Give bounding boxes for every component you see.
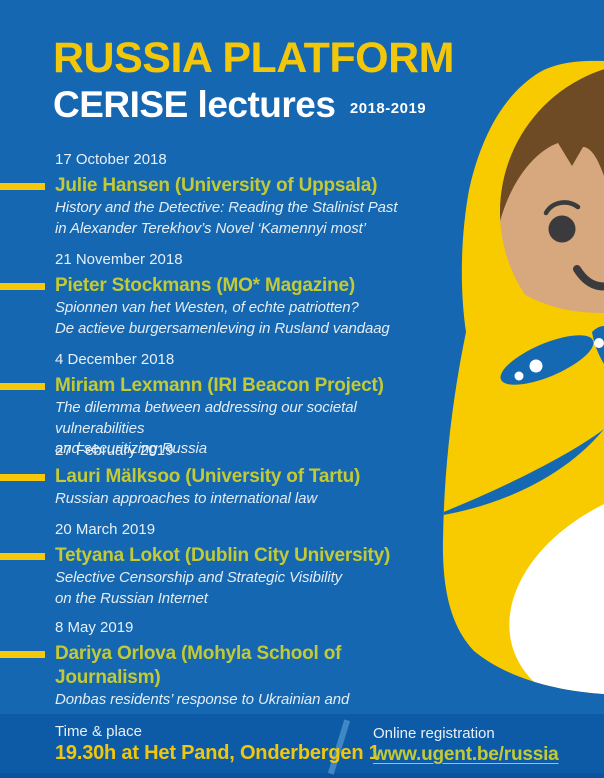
lecture-speaker: Julie Hansen (University of Uppsala) — [55, 175, 378, 196]
speaker-accent-bar — [0, 283, 45, 290]
footer-band — [0, 714, 604, 778]
doll-belly — [509, 479, 604, 695]
speaker-accent-bar — [0, 553, 45, 560]
poster-subtitle-row: CERISE lectures 2018-2019 — [53, 84, 426, 126]
speaker-accent-bar — [0, 651, 45, 658]
lecture-date: 4 December 2018 — [55, 351, 175, 368]
registration-url-link[interactable]: www.ugent.be/russia — [373, 744, 559, 765]
speaker-accent-bar — [0, 474, 45, 481]
lecture-date: 8 May 2019 — [55, 619, 134, 636]
lecture-speaker: Miriam Lexmann (IRI Beacon Project) — [55, 375, 384, 396]
lecture-date: 27 February 2019 — [55, 442, 174, 459]
lecture-speaker: Dariya Orlova (Mohyla School of Journali… — [55, 643, 342, 688]
footer-bottom-strip — [0, 773, 604, 778]
lecture-description-line: The dilemma between addressing our socie… — [55, 399, 357, 437]
doll-body — [442, 60, 604, 695]
lecture-date: 21 November 2018 — [55, 251, 183, 268]
doll-knot-dot — [594, 338, 604, 348]
lecture-description-line: on the Russian Internet — [55, 589, 208, 607]
poster-subtitle: CERISE lectures — [53, 84, 336, 125]
time-place-label: Time & place — [55, 723, 142, 740]
doll-knot-dot — [514, 371, 524, 381]
lecture-entry: 27 February 2019 Lauri Mälksoo (Universi… — [0, 441, 435, 510]
registration-label: Online registration — [373, 725, 495, 742]
lecture-date: 20 March 2019 — [55, 521, 156, 538]
doll-scarf-knot — [500, 335, 594, 385]
speaker-accent-bar — [0, 383, 45, 390]
lecture-speaker: Tetyana Lokot (Dublin City University) — [55, 545, 391, 566]
doll-fold-line — [442, 429, 604, 517]
doll-scarf-chin — [470, 282, 604, 405]
doll-eye — [548, 215, 576, 243]
doll-face — [500, 62, 604, 362]
lecture-description-line: and securitizing Russia — [55, 440, 207, 457]
time-place-value: 19.30h at Het Pand, Onderbergen 1 — [55, 742, 380, 764]
speaker-accent-bar — [0, 183, 45, 190]
lecture-description-line: History and the Detective: Reading the S… — [55, 199, 398, 216]
doll-eyebrow — [543, 200, 581, 216]
lecture-entry: 20 March 2019 Tetyana Lokot (Dublin City… — [0, 520, 435, 609]
lecture-description-line: Russian approaches to international law — [55, 490, 318, 507]
lecture-date: 17 October 2018 — [55, 151, 167, 168]
lecture-entry: 4 December 2018 Miriam Lexmann (IRI Beac… — [0, 350, 435, 460]
poster-title: RUSSIA PLATFORM — [53, 34, 454, 82]
lecture-description-line: in Alexander Terekhov’s Novel ‘Kamennyi … — [55, 219, 366, 237]
poster-years: 2018-2019 — [349, 100, 427, 117]
lecture-description-line: Spionnen van het Westen, of echte patrio… — [55, 299, 359, 316]
doll-scarf-knot-right — [592, 326, 604, 364]
doll-smile — [573, 265, 604, 291]
doll-hair — [500, 62, 604, 238]
lecture-entry: 17 October 2018 Julie Hansen (University… — [0, 150, 435, 239]
lecture-speaker: Lauri Mälksoo (University of Tartu) — [55, 466, 361, 487]
lecture-entry: 21 November 2018 Pieter Stockmans (MO* M… — [0, 250, 435, 339]
lecture-speaker: Pieter Stockmans (MO* Magazine) — [55, 275, 355, 296]
doll-knot-dot — [529, 359, 543, 373]
lecture-description-line: De actieve burgersamenleving in Rusland … — [55, 319, 390, 337]
lecture-description-line: Selective Censorship and Strategic Visib… — [55, 569, 343, 586]
lecture-description-line: Donbas residents’ response to Ukrainian … — [55, 691, 350, 708]
